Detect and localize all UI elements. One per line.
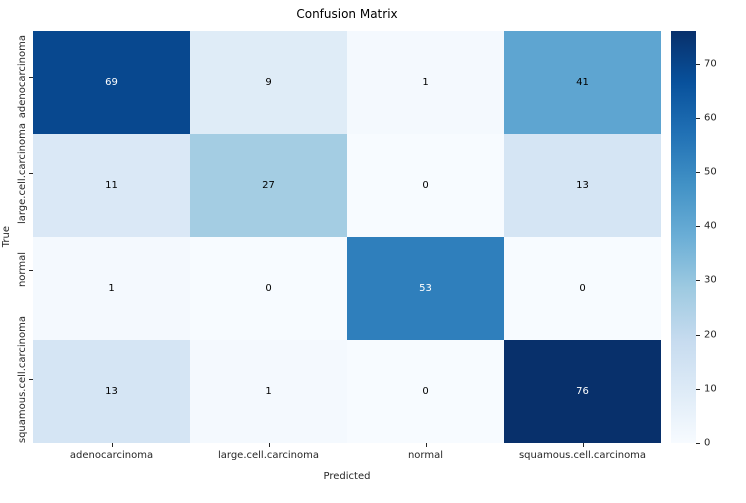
cell-value: 13 [576,180,589,191]
colorbar-tick-label: 70 [704,58,717,70]
colorbar-tick-mark [696,63,700,65]
y-tick-label: adenocarcinoma [12,31,33,123]
heatmap-cell: 0 [347,134,504,237]
heatmap-cell: 0 [347,340,504,443]
colorbar-tick-label: 10 [704,383,717,395]
heatmap-cell: 0 [504,237,661,340]
heatmap-grid: 69 9 1 41 11 27 0 13 1 0 53 0 13 1 0 76 [33,31,661,443]
cell-value: 0 [422,386,429,397]
colorbar-tick-label: 0 [704,437,711,449]
x-tick-label: normal [347,443,504,461]
cell-value: 1 [108,283,115,294]
x-tick-label: large.cell.carcinoma [190,443,347,461]
cell-value: 11 [105,180,118,191]
heatmap-cell: 41 [504,31,661,134]
x-tick-label: adenocarcinoma [33,443,190,461]
heatmap-cell: 9 [190,31,347,134]
colorbar-tick-mark [696,117,700,119]
heatmap-cell: 76 [504,340,661,443]
cell-value: 9 [265,77,272,88]
y-axis-tick-labels: adenocarcinoma large.cell.carcinoma normal… [12,31,33,443]
colorbar-tick-mark [696,334,700,336]
colorbar-tick-label: 20 [704,329,717,341]
colorbar-tick-label: 50 [704,166,717,178]
colorbar-tick-mark [696,171,700,173]
colorbar-tick-label: 60 [704,112,717,124]
y-tick-label: large.cell.carcinoma [12,123,33,224]
colorbar-tick-label: 40 [704,220,717,232]
heatmap-cell: 11 [33,134,190,237]
heatmap-cell: 0 [190,237,347,340]
cell-value: 13 [105,386,118,397]
heatmap-cell: 53 [347,237,504,340]
cell-value: 0 [265,283,272,294]
colorbar-tick-label: 30 [704,274,717,286]
x-axis-label: Predicted [323,471,371,482]
heatmap-cell: 13 [504,134,661,237]
y-tick-label: normal [12,224,33,316]
heatmap-cell: 1 [33,237,190,340]
colorbar [671,31,696,443]
heatmap-cell: 1 [190,340,347,443]
heatmap-cell: 27 [190,134,347,237]
cell-value: 0 [579,283,586,294]
colorbar-tick-mark [696,388,700,390]
colorbar-ticks: 0 10 20 30 40 50 60 70 [696,31,742,449]
heatmap-cell: 13 [33,340,190,443]
colorbar-tick-mark [696,443,700,444]
x-tick-label: squamous.cell.carcinoma [504,443,661,461]
chart-title: Confusion Matrix [296,7,398,21]
cell-value: 1 [265,386,272,397]
colorbar-tick-mark [696,226,700,228]
heatmap-cell: 69 [33,31,190,134]
cell-value: 41 [576,77,589,88]
cell-value: 27 [262,180,275,191]
cell-value: 69 [105,77,118,88]
colorbar-tick-mark [696,280,700,282]
cell-value: 1 [422,77,429,88]
heatmap-cell: 1 [347,31,504,134]
x-axis-tick-labels: adenocarcinoma large.cell.carcinoma normal… [33,443,661,461]
cell-value: 76 [576,386,589,397]
cell-value: 53 [419,283,432,294]
y-tick-label: squamous.cell.carcinoma [12,316,33,443]
cell-value: 0 [422,180,429,191]
